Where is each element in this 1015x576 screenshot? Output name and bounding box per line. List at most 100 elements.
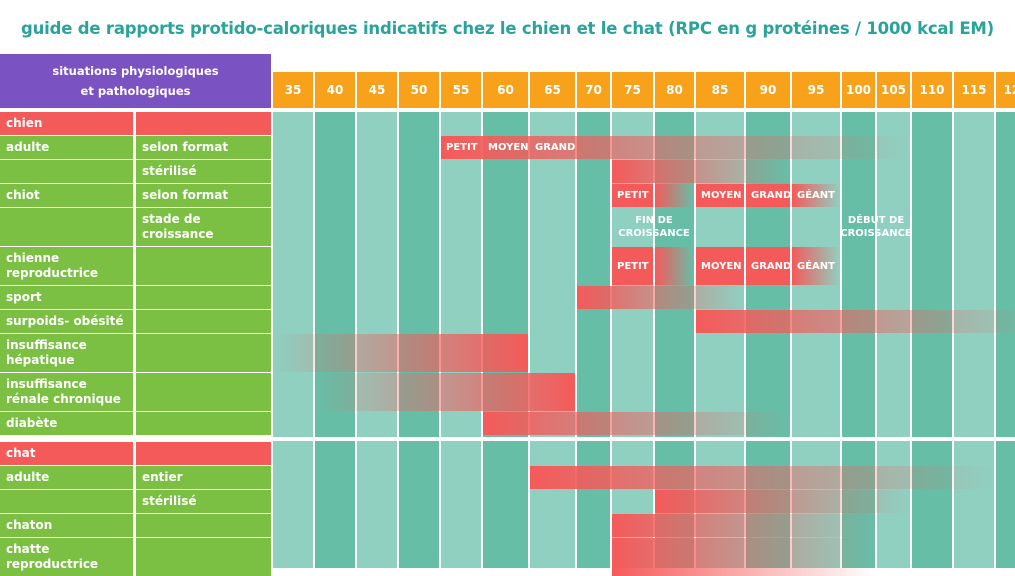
- grid-column-120: [996, 112, 1015, 568]
- row-label-sport-6: sport: [0, 286, 133, 309]
- x-tick-115: 115: [954, 72, 994, 108]
- row-label-insuffisance-rénale-chronique-9: insuffisance rénale chronique: [0, 373, 133, 411]
- row-label-chatte-reproductrice-15: chatte reproductrice: [0, 538, 133, 576]
- row-label-blank-4: [0, 208, 133, 246]
- range-bar-row10-0: [483, 412, 790, 435]
- row-sublabel-0: [136, 112, 271, 135]
- range-bar-row15-0: [612, 538, 875, 576]
- x-tick-60: 60: [483, 72, 528, 108]
- row-sublabel-5: [136, 247, 271, 285]
- range-bar-row13-0: [655, 490, 910, 513]
- growth-note-row4-0: FIN DE CROISSANCE: [594, 214, 714, 240]
- row-sublabel-9: [136, 373, 271, 411]
- row-label-blank-13: [0, 490, 133, 513]
- range-bar-row1-0: [441, 136, 910, 159]
- row-sublabel-15: [136, 538, 271, 576]
- x-tick-75: 75: [612, 72, 653, 108]
- row-label-adulte-12: adulte: [0, 466, 133, 489]
- growth-note-line-1: DÉBUT DE: [847, 215, 905, 226]
- x-tick-80: 80: [655, 72, 694, 108]
- bar-label-moyen-row3: MOYEN: [701, 190, 742, 201]
- x-tick-55: 55: [441, 72, 481, 108]
- row-label-surpoids--obésité-7: surpoids- obésité: [0, 310, 133, 333]
- bar-label-moyen-row1: MOYEN: [488, 142, 529, 153]
- x-tick-120: 120: [996, 72, 1015, 108]
- x-tick-110: 110: [912, 72, 952, 108]
- grid-column-115: [954, 112, 994, 568]
- row-sublabel-11: [136, 442, 271, 465]
- grid-column-65: [530, 112, 575, 568]
- row-sublabel-10: [136, 412, 271, 435]
- row-sublabel-3: selon format: [136, 184, 271, 207]
- chart-grid: PETIT MOYEN GRAND PETIT MOYEN GRAND GÉANT FIN D…: [273, 112, 1015, 576]
- range-bar-row3-3: [746, 184, 790, 207]
- block-separator: [273, 437, 1015, 441]
- bar-label-grand-row5: GRAND: [751, 260, 792, 272]
- row-label-diabète-10: diabète: [0, 412, 133, 435]
- range-bar-row5-4: [792, 247, 840, 285]
- range-bar-row6-0: [577, 286, 744, 309]
- row-sublabel-13: stérilisé: [136, 490, 271, 513]
- range-bar-row5-1: [655, 247, 694, 285]
- range-bar-row3-4: [792, 184, 840, 207]
- x-tick-90: 90: [746, 72, 790, 108]
- range-bar-row5-2: [696, 247, 744, 285]
- x-tick-105: 105: [877, 72, 910, 108]
- chart-title: guide de rapports protido-caloriques ind…: [21, 19, 994, 38]
- range-bar-row7-0: [696, 310, 1015, 333]
- row-sublabel-8: [136, 334, 271, 372]
- range-bar-row9-0: [315, 373, 575, 411]
- row-sublabel-2: stérilisé: [136, 160, 271, 183]
- range-bar-row3-2: [696, 184, 744, 207]
- row-label-insuffisance-hépatique-8: insuffisance hépatique: [0, 334, 133, 372]
- range-bar-row5-0: [612, 247, 653, 285]
- row-header-line-2: et pathologiques: [80, 84, 191, 98]
- row-sublabel-6: [136, 286, 271, 309]
- row-label-chien-0: chien: [0, 112, 133, 135]
- bar-label-géant-row5: GÉANT: [797, 260, 835, 272]
- growth-note-line-2: CROISSANCE: [618, 228, 690, 239]
- x-tick-95: 95: [792, 72, 840, 108]
- x-tick-40: 40: [315, 72, 355, 108]
- range-bar-row8-0: [273, 334, 528, 372]
- bar-label-grand-row1: GRAND: [535, 142, 576, 153]
- x-tick-45: 45: [357, 72, 397, 108]
- row-sublabel-7: [136, 310, 271, 333]
- growth-note-row4-1: DÉBUT DE CROISSANCE: [816, 214, 936, 240]
- bar-label-géant-row3: GÉANT: [797, 190, 835, 201]
- x-tick-85: 85: [696, 72, 744, 108]
- row-header-line-1: situations physiologiques: [52, 64, 219, 78]
- bar-label-petit-row5: PETIT: [617, 260, 649, 272]
- row-label-chienne-reproductrice-5: chienne reproductrice: [0, 247, 133, 285]
- row-label-chat-11: chat: [0, 442, 133, 465]
- row-sublabel-4: stade de croissance: [136, 208, 271, 246]
- x-tick-100: 100: [842, 72, 875, 108]
- grid-column-70: [577, 112, 610, 568]
- row-sublabel-12: entier: [136, 466, 271, 489]
- row-sublabel-14: [136, 514, 271, 537]
- x-tick-50: 50: [399, 72, 439, 108]
- row-header-title: situations physiologiques et pathologiqu…: [0, 54, 271, 108]
- grid-column-110: [912, 112, 952, 568]
- x-axis-scale: 3540455055606570758085909510010511011512…: [273, 72, 1015, 108]
- x-tick-35: 35: [273, 72, 313, 108]
- range-bar-row2-0: [612, 160, 790, 183]
- range-bar-row5-3: [746, 247, 790, 285]
- row-label-chaton-14: chaton: [0, 514, 133, 537]
- bar-label-moyen-row5: MOYEN: [701, 260, 742, 272]
- row-label-adulte-1: adulte: [0, 136, 133, 159]
- range-bar-row12-0: [530, 466, 994, 489]
- x-tick-65: 65: [530, 72, 575, 108]
- row-label-blank-2: [0, 160, 133, 183]
- bar-label-petit-row3: PETIT: [617, 190, 649, 201]
- x-tick-70: 70: [577, 72, 610, 108]
- range-bar-row3-0: [612, 184, 653, 207]
- row-sublabel-1: selon format: [136, 136, 271, 159]
- growth-note-line-2: CROISSANCE: [840, 228, 912, 239]
- range-bar-row14-0: [612, 514, 875, 537]
- range-bar-row3-1: [655, 184, 694, 207]
- bar-label-petit-row1: PETIT: [446, 142, 478, 153]
- bar-label-grand-row3: GRAND: [751, 190, 792, 201]
- row-label-chiot-3: chiot: [0, 184, 133, 207]
- growth-note-line-1: FIN DE: [635, 215, 673, 226]
